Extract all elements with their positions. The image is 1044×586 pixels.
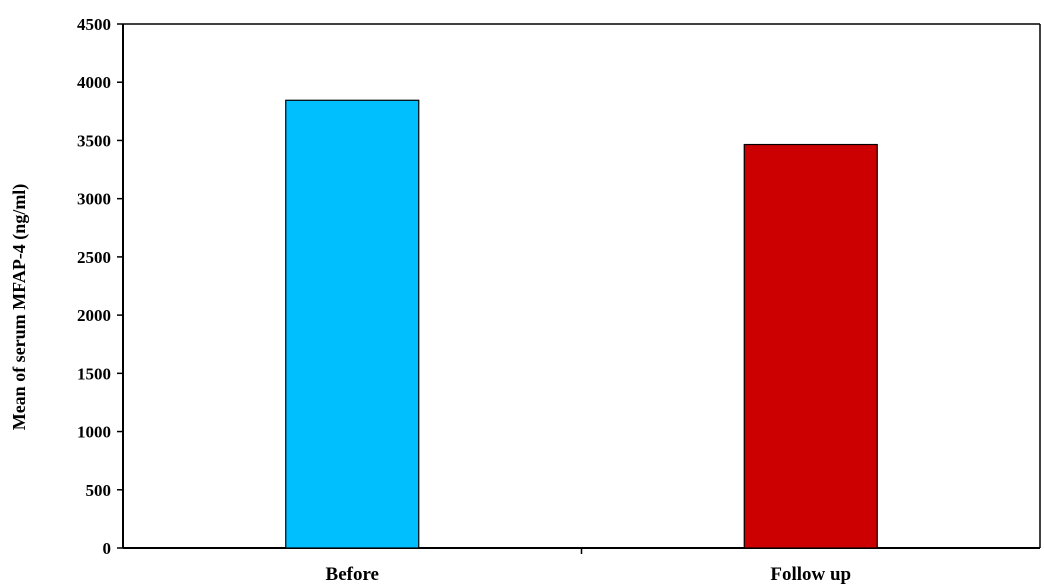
- y-tick-label: 4500: [77, 15, 111, 34]
- y-axis-title: Mean of serum MFAP-4 (ng/ml): [9, 184, 30, 431]
- y-tick-label: 1000: [77, 423, 111, 442]
- y-tick-label: 500: [86, 481, 112, 500]
- y-tick-label: 2000: [77, 306, 111, 325]
- bar-before: [285, 99, 420, 549]
- category-labels: Before Follow up: [326, 564, 852, 585]
- y-tick-label: 3000: [77, 190, 111, 209]
- x-tick-label: Follow up: [770, 564, 851, 585]
- x-axis: [123, 547, 1040, 554]
- y-tick-label: 1500: [77, 364, 111, 383]
- x-tick-label: Before: [326, 564, 379, 585]
- y-tick-label: 0: [103, 539, 112, 558]
- bar-follow-up: [743, 143, 878, 549]
- y-axis: 0 500 1000 1500 2000 2500 3000 3500 4000 4500: [77, 15, 124, 558]
- y-tick-label: 4000: [77, 73, 111, 92]
- y-tick-label: 3500: [77, 131, 111, 150]
- y-tick-label: 2500: [77, 248, 111, 267]
- bars: [285, 99, 878, 549]
- plot-frame: [123, 23, 1041, 548]
